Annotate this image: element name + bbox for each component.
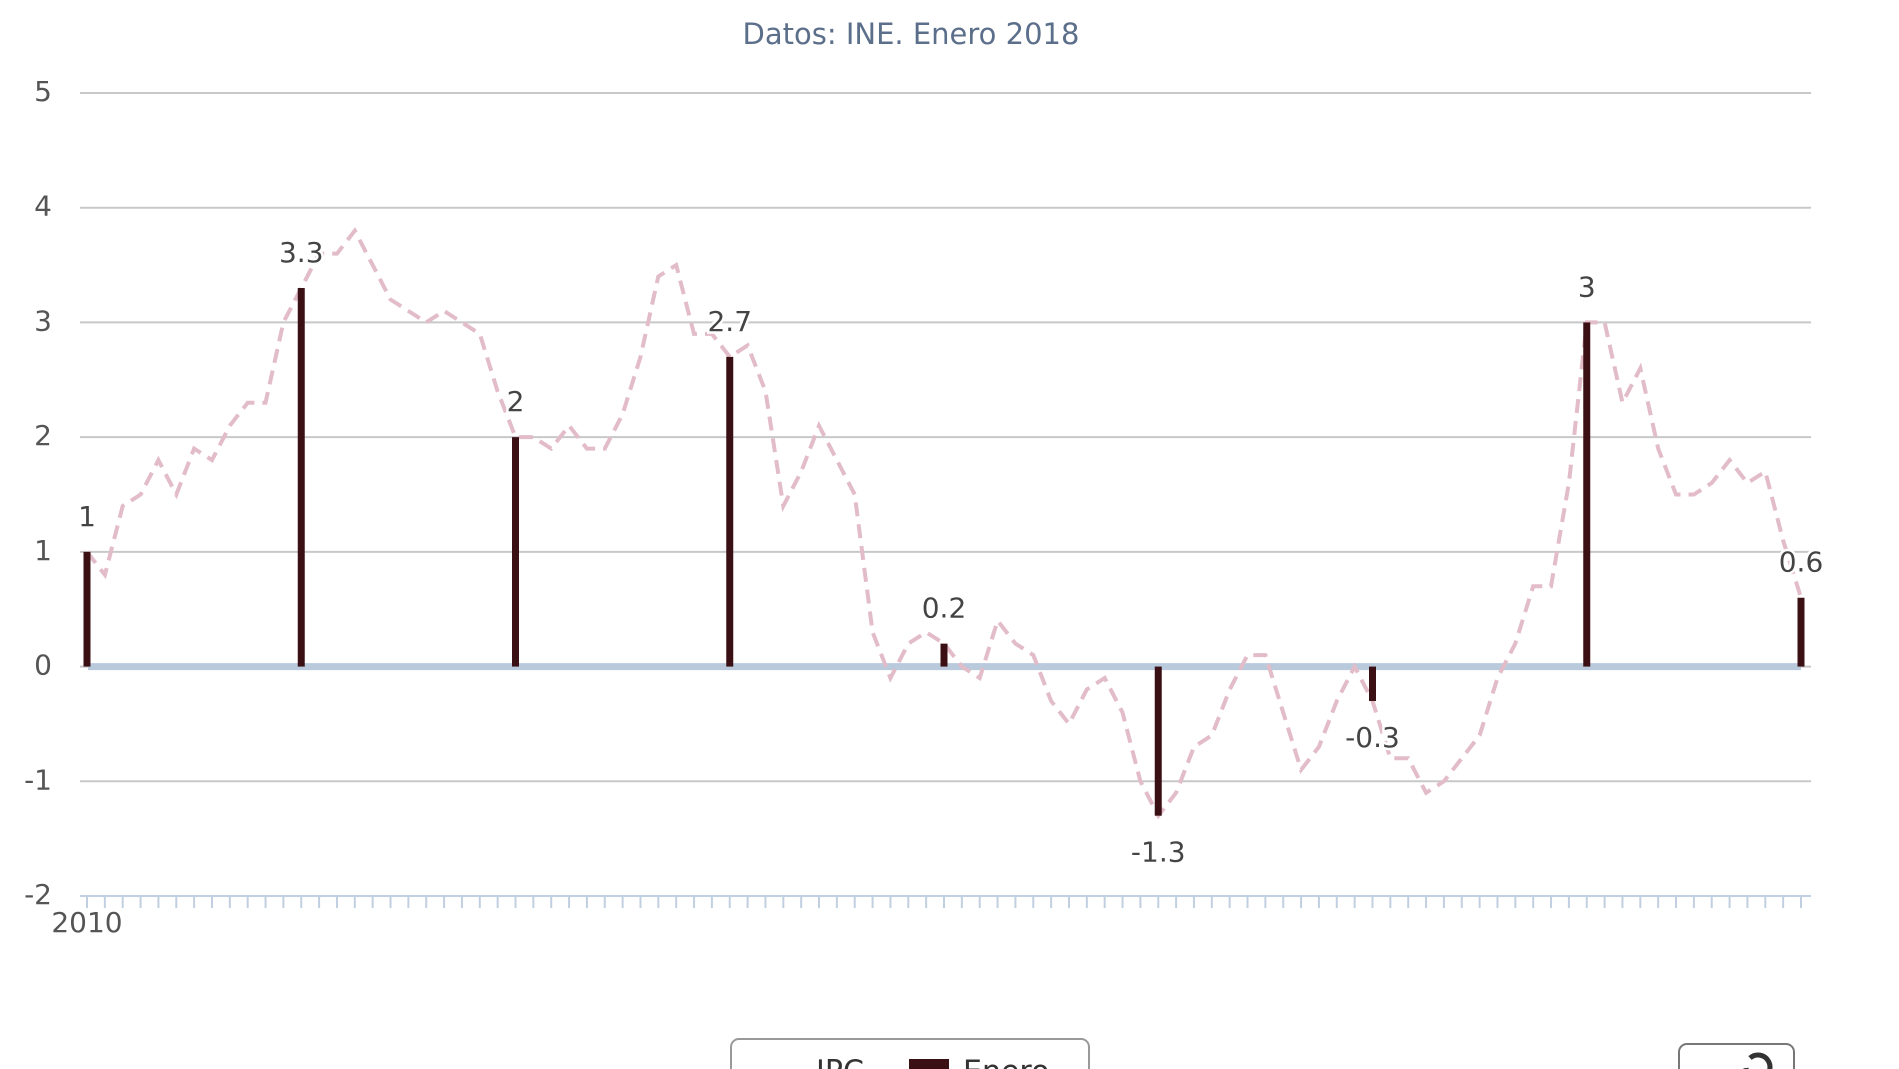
data-label: 3.3 bbox=[279, 236, 324, 269]
bar bbox=[83, 551, 91, 667]
legend-symbol bbox=[909, 1059, 949, 1069]
data-label: -0.3 bbox=[1345, 721, 1400, 754]
data-label: 0.6 bbox=[1779, 546, 1824, 579]
y-tick-label: -2 bbox=[24, 878, 52, 911]
legend-label[interactable]: IPC bbox=[816, 1055, 864, 1069]
data-label: 3 bbox=[1578, 270, 1596, 303]
data-label: 0.2 bbox=[922, 592, 967, 625]
y-tick-label: 2 bbox=[34, 419, 52, 452]
bar bbox=[940, 643, 948, 667]
legend-box bbox=[730, 1038, 1090, 1069]
y-tick-label: 5 bbox=[34, 75, 52, 108]
line-series bbox=[85, 227, 1803, 820]
data-label: 1 bbox=[78, 500, 96, 533]
bar bbox=[726, 356, 734, 667]
y-tick-label: -1 bbox=[24, 763, 52, 796]
reset-button[interactable] bbox=[1678, 1043, 1795, 1069]
y-tick-label: 4 bbox=[34, 190, 52, 223]
y-tick-label: 1 bbox=[34, 534, 52, 567]
data-label: -1.3 bbox=[1131, 836, 1186, 869]
x-tick-label: 2010 bbox=[51, 906, 122, 939]
bar bbox=[1583, 322, 1591, 667]
data-label: 2.7 bbox=[707, 305, 752, 338]
reset-icon bbox=[1743, 1052, 1773, 1069]
bar bbox=[1797, 597, 1805, 667]
bar bbox=[1154, 666, 1162, 816]
bar bbox=[297, 288, 305, 667]
data-label: 2 bbox=[507, 385, 525, 418]
bar bbox=[1369, 666, 1376, 701]
y-tick-label: 3 bbox=[34, 304, 52, 337]
legend-label[interactable]: Enero bbox=[963, 1055, 1049, 1069]
chart-subtitle: Datos: INE. Enero 2018 bbox=[743, 17, 1080, 51]
bar bbox=[512, 437, 519, 667]
y-tick-label: 0 bbox=[34, 649, 52, 682]
